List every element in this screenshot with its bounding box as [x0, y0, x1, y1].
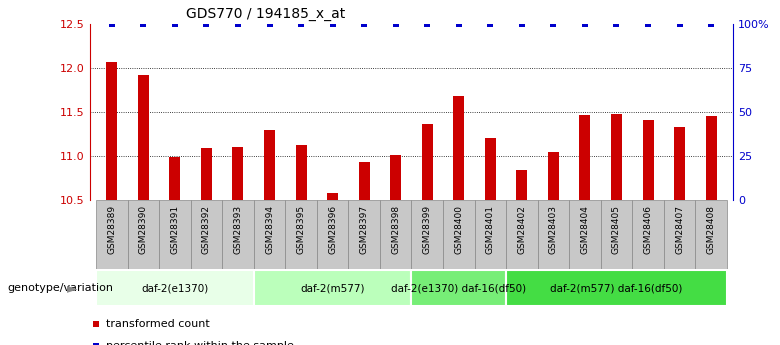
Bar [412, 270, 506, 306]
Text: ►: ► [67, 281, 78, 295]
Bar [128, 200, 159, 269]
Text: daf-2(e1370) daf-16(df50): daf-2(e1370) daf-16(df50) [392, 283, 526, 293]
Bar [485, 138, 496, 200]
Text: GSM28395: GSM28395 [296, 205, 306, 254]
Bar [443, 200, 474, 269]
Text: GSM28407: GSM28407 [675, 205, 684, 254]
Text: GSM28394: GSM28394 [265, 205, 274, 254]
Text: GSM28393: GSM28393 [233, 205, 243, 254]
Text: GSM28405: GSM28405 [612, 205, 621, 254]
Bar [254, 200, 285, 269]
Bar [317, 200, 349, 269]
Bar [159, 200, 190, 269]
Bar [516, 170, 527, 200]
Text: GSM28406: GSM28406 [644, 205, 653, 254]
Bar [643, 120, 654, 200]
Bar [422, 124, 433, 200]
Bar [474, 200, 506, 269]
Text: GSM28401: GSM28401 [486, 205, 495, 254]
Text: percentile rank within the sample: percentile rank within the sample [106, 342, 293, 345]
Bar [254, 270, 412, 306]
Bar [96, 200, 128, 269]
Text: GSM28392: GSM28392 [202, 205, 211, 254]
Text: GSM28404: GSM28404 [580, 205, 590, 254]
Bar [327, 193, 338, 200]
Bar [380, 200, 412, 269]
Text: GSM28408: GSM28408 [707, 205, 715, 254]
Bar [349, 200, 380, 269]
Bar [222, 200, 254, 269]
Text: GSM28402: GSM28402 [517, 205, 526, 254]
Bar [580, 115, 590, 200]
Text: daf-2(m577) daf-16(df50): daf-2(m577) daf-16(df50) [551, 283, 682, 293]
Bar [390, 155, 401, 200]
Text: GSM28391: GSM28391 [170, 205, 179, 254]
Text: GSM28389: GSM28389 [108, 205, 116, 254]
Text: GSM28390: GSM28390 [139, 205, 148, 254]
Bar [548, 152, 559, 200]
Bar [296, 145, 307, 200]
Bar [611, 114, 622, 200]
Text: GSM28399: GSM28399 [423, 205, 431, 254]
Text: daf-2(m577): daf-2(m577) [300, 283, 365, 293]
Bar [453, 96, 464, 200]
Bar [96, 270, 254, 306]
Bar [601, 200, 633, 269]
Text: GSM28400: GSM28400 [454, 205, 463, 254]
Bar [537, 200, 569, 269]
Bar [106, 62, 117, 200]
Text: GDS770 / 194185_x_at: GDS770 / 194185_x_at [186, 7, 346, 21]
Bar [359, 162, 370, 200]
Text: GSM28396: GSM28396 [328, 205, 337, 254]
Text: GSM28403: GSM28403 [549, 205, 558, 254]
Bar [232, 147, 243, 200]
Bar [264, 130, 275, 200]
Bar [706, 116, 717, 200]
Text: transformed count: transformed count [106, 319, 210, 329]
Bar [569, 200, 601, 269]
Bar [664, 200, 695, 269]
Bar [190, 200, 222, 269]
Bar [138, 75, 149, 200]
Bar [201, 148, 212, 200]
Bar [412, 200, 443, 269]
Bar [169, 157, 180, 200]
Text: genotype/variation: genotype/variation [8, 283, 114, 293]
Bar [285, 200, 317, 269]
Text: daf-2(e1370): daf-2(e1370) [141, 283, 208, 293]
Bar [633, 200, 664, 269]
Bar [506, 200, 537, 269]
Bar [506, 270, 727, 306]
Bar [674, 127, 685, 200]
Text: GSM28398: GSM28398 [392, 205, 400, 254]
Text: GSM28397: GSM28397 [360, 205, 369, 254]
Bar [695, 200, 727, 269]
